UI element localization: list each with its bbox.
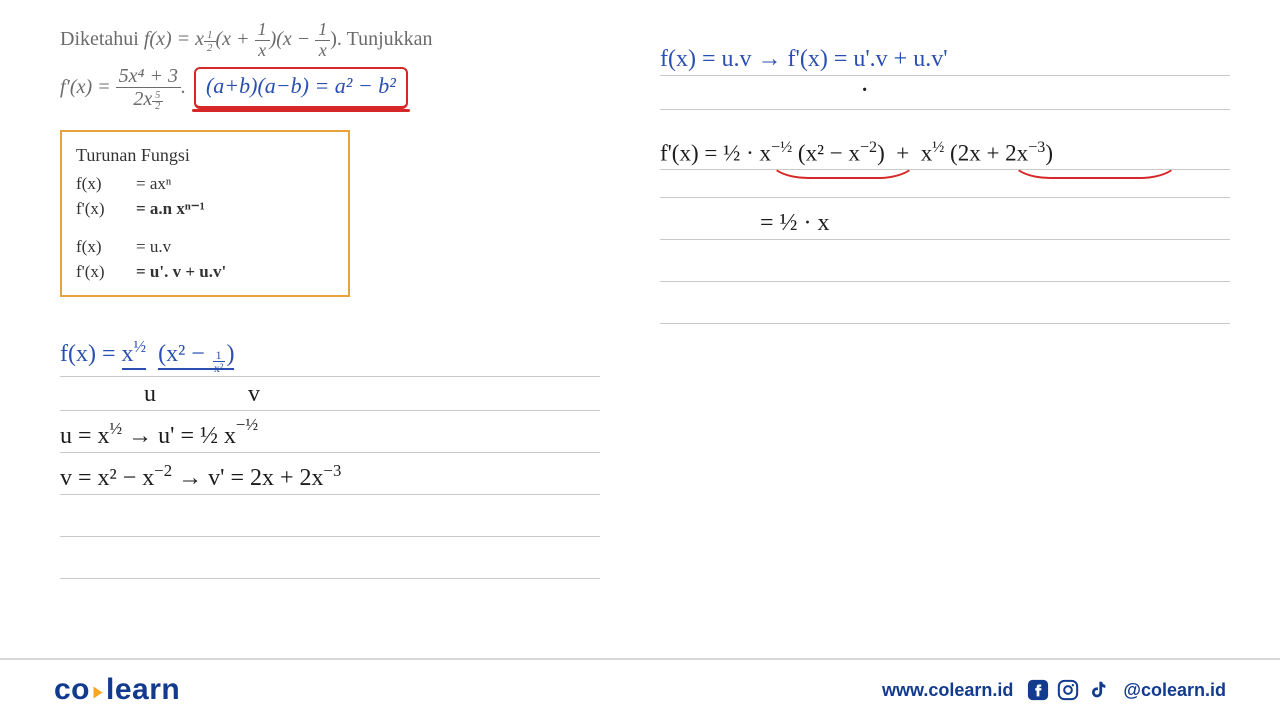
problem-prefix: Diketahui [60,28,144,50]
work-fx-uv: f(x) = x½ (x² − 1x²) [60,337,234,374]
left-work: f(x) = x½ (x² − 1x²) u v u = x½ → u' = ½… [60,321,600,579]
rules-box: Turunan Fungsi f(x)= axⁿ f'(x)= a.n xⁿ⁻¹… [60,130,350,297]
v-label: v [248,381,260,407]
tiktok-icon [1087,679,1109,701]
logo: colearn [54,673,180,707]
problem-fx: f(x) = x [144,28,204,50]
u-label: u [144,381,156,407]
footer-url: www.colearn.id [882,680,1013,701]
simplification-step: = ½ · x [760,210,830,237]
footer: colearn www.colearn.id @colearn.id [0,658,1280,720]
product-rule: f(x) = u.v → f'(x) = u'.v + u.v' [660,46,948,73]
u-definition: u = x½ → u' = ½ x−½ [60,419,258,450]
dot-mark: · [860,75,869,107]
identity-box: (a+b)(a−b) = a² − b² [194,67,408,109]
problem-statement: Diketahui f(x) = x12(x + 1x)(x − 1x). Tu… [60,20,600,112]
v-definition: v = x² − x−2 → v' = 2x + 2x−3 [60,461,341,492]
rules-title: Turunan Fungsi [76,142,334,169]
instagram-icon [1057,679,1079,701]
facebook-icon [1027,679,1049,701]
logo-arrow-icon [94,687,103,699]
right-work: f(x) = u.v → f'(x) = u'.v + u.v' · f'(x)… [660,20,1230,324]
footer-handle: @colearn.id [1123,680,1226,701]
